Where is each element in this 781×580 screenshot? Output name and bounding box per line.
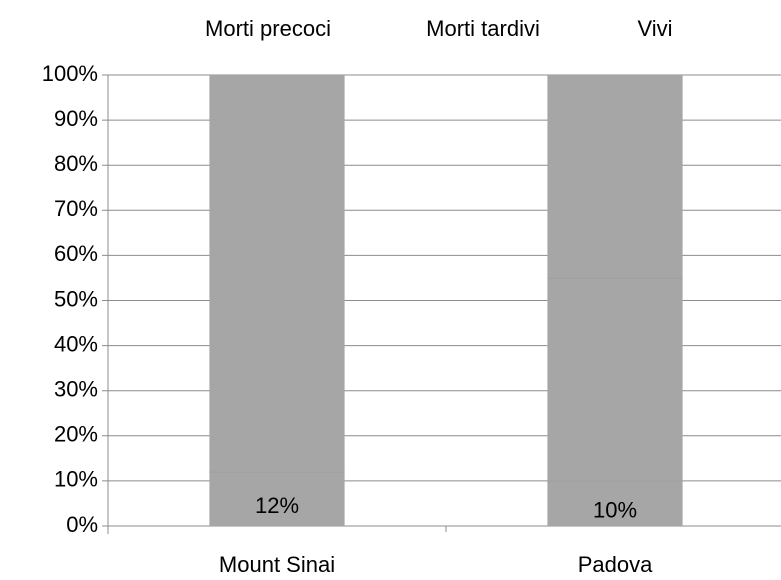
y-tick-label: 50% — [54, 286, 98, 311]
data-label: 10% — [593, 497, 637, 522]
legend-entry: Vivi — [637, 16, 672, 41]
y-tick-label: 0% — [66, 512, 98, 537]
bar-segment — [547, 480, 683, 526]
y-tick-label: 10% — [54, 467, 98, 492]
legend-entry: Morti tardivi — [426, 16, 540, 41]
bar-segment — [209, 471, 345, 526]
y-tick-label: 20% — [54, 422, 98, 447]
y-tick-label: 100% — [42, 61, 98, 86]
data-label: 12% — [255, 493, 299, 518]
bar-segment — [547, 75, 683, 278]
bar-segment — [209, 75, 345, 472]
legend-entry: Morti precoci — [205, 16, 331, 41]
y-tick-label: 40% — [54, 331, 98, 356]
bar-segment — [547, 277, 683, 481]
x-tick-label: Mount Sinai — [219, 552, 335, 577]
y-tick-label: 30% — [54, 377, 98, 402]
x-tick-label: Padova — [578, 552, 653, 577]
y-tick-label: 80% — [54, 151, 98, 176]
y-tick-label: 60% — [54, 241, 98, 266]
y-tick-label: 90% — [54, 106, 98, 131]
y-tick-label: 70% — [54, 196, 98, 221]
